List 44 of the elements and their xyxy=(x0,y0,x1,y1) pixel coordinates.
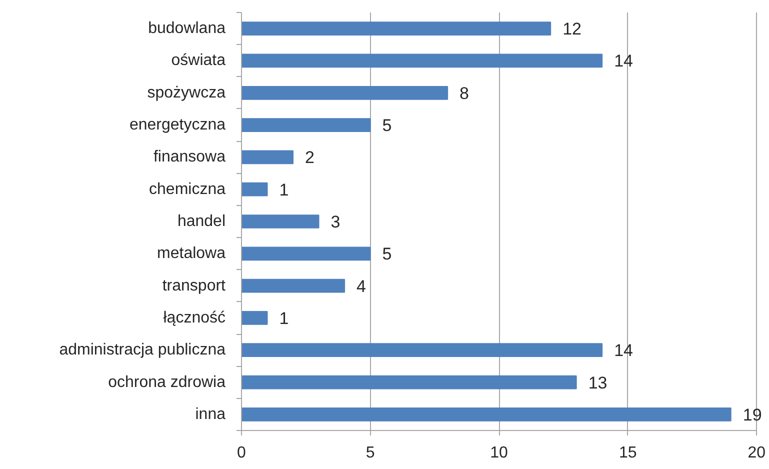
x-tick-label: 0 xyxy=(237,444,246,462)
bar xyxy=(242,343,603,358)
y-tick-label: ochrona zdrowia xyxy=(108,374,226,391)
bar xyxy=(242,311,268,325)
x-tick-label: 5 xyxy=(366,444,375,462)
y-tick-label: transport xyxy=(162,277,226,294)
data-label: 4 xyxy=(356,276,366,296)
bar xyxy=(242,182,268,196)
data-label: 1 xyxy=(279,308,289,328)
data-label: 12 xyxy=(562,20,582,39)
data-label: 19 xyxy=(742,405,762,424)
bar xyxy=(242,407,732,422)
y-tick-label: chemiczna xyxy=(149,180,226,198)
data-label: 8 xyxy=(460,84,470,103)
data-label: 13 xyxy=(588,373,608,392)
data-label: 5 xyxy=(382,244,392,264)
bar xyxy=(242,278,346,293)
y-tick-label: oświata xyxy=(171,52,226,70)
bar xyxy=(242,22,552,36)
y-tick-label: łączność xyxy=(163,309,226,326)
y-tick-label: finansowa xyxy=(153,148,226,166)
x-tick-label: 20 xyxy=(748,444,766,462)
bar xyxy=(242,150,294,164)
data-label: 1 xyxy=(279,180,289,200)
data-label: 14 xyxy=(614,52,634,71)
data-label: 5 xyxy=(382,116,392,136)
x-tick-label: 15 xyxy=(618,444,637,462)
y-tick-label: inna xyxy=(195,406,226,423)
data-label: 3 xyxy=(330,212,340,232)
y-tick-label: spożywcza xyxy=(147,84,226,102)
bar xyxy=(242,54,603,68)
y-tick-label: energetyczna xyxy=(129,116,226,134)
x-tick-label: 10 xyxy=(490,444,508,462)
bar xyxy=(242,246,371,261)
y-tick-label: budowlana xyxy=(148,20,226,38)
y-tick-label: handel xyxy=(177,213,226,230)
data-label: 14 xyxy=(614,341,634,360)
bar xyxy=(242,375,577,390)
y-tick-label: metalowa xyxy=(157,245,226,262)
y-tick-label: administracja publiczna xyxy=(59,342,226,359)
data-label: 2 xyxy=(305,148,314,168)
bar xyxy=(242,214,320,228)
bar xyxy=(242,86,448,100)
bar xyxy=(242,118,371,132)
